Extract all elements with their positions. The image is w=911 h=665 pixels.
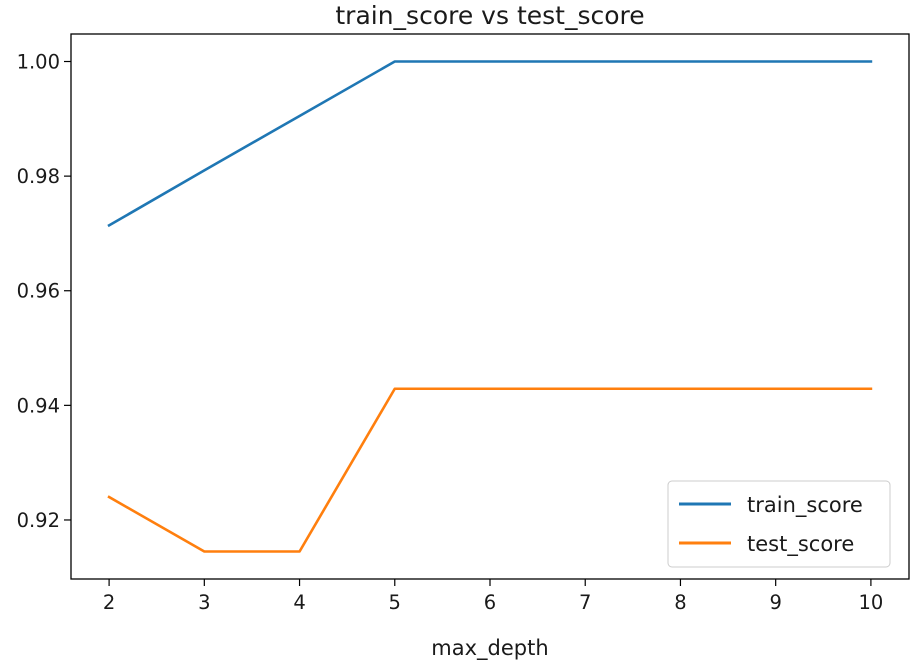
x-axis: 2 3 4 5 6 7 8 9 10 bbox=[103, 579, 883, 614]
y-tick-label: 1.00 bbox=[17, 51, 60, 74]
legend-label-train-score: train_score bbox=[747, 493, 863, 518]
x-tick-label: 6 bbox=[484, 591, 496, 614]
y-tick-label: 0.94 bbox=[17, 394, 60, 417]
y-tick-label: 0.98 bbox=[17, 165, 60, 188]
x-tick-label: 7 bbox=[579, 591, 591, 614]
series-lines bbox=[107, 60, 873, 553]
y-axis: 0.92 0.94 0.96 0.98 1.00 bbox=[17, 51, 71, 532]
legend-label-test-score: test_score bbox=[747, 532, 854, 557]
x-tick-label: 5 bbox=[389, 591, 401, 614]
legend: train_score test_score bbox=[667, 480, 891, 568]
series-line-train-score bbox=[107, 60, 873, 228]
chart-title: train_score vs test_score bbox=[335, 1, 644, 30]
y-tick-label: 0.96 bbox=[17, 280, 60, 303]
x-tick-label: 9 bbox=[769, 591, 781, 614]
x-tick-label: 8 bbox=[674, 591, 686, 614]
series-line-test-score bbox=[107, 387, 873, 553]
x-tick-label: 10 bbox=[858, 591, 883, 614]
x-tick-label: 3 bbox=[198, 591, 210, 614]
y-tick-label: 0.92 bbox=[17, 509, 60, 532]
x-tick-label: 2 bbox=[103, 591, 115, 614]
x-tick-label: 4 bbox=[293, 591, 305, 614]
x-axis-label: max_depth bbox=[431, 636, 548, 661]
